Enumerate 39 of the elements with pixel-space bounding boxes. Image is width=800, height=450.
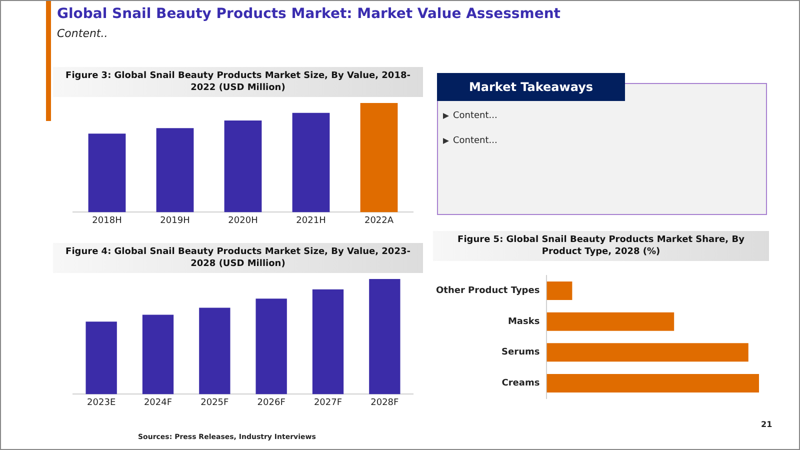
bar — [256, 298, 287, 394]
chart-title: Figure 3: Global Snail Beauty Products Market Size, By Value, 2018-2022 (USD Million) — [53, 67, 423, 97]
text: Content... — [453, 111, 498, 121]
x-tick-label: 2027F — [314, 398, 342, 408]
text: Content.. — [57, 27, 108, 40]
bar — [86, 322, 117, 394]
chart-title: Figure 4: Global Snail Beauty Products Market Size, By Value, 2023-2028 (USD Million) — [53, 243, 423, 273]
text: Market Takeaways — [437, 73, 625, 101]
chart-title: Figure 5: Global Snail Beauty Products Market Share, By Product Type, 2028 (%) — [433, 231, 769, 261]
bar — [546, 312, 674, 331]
bar — [224, 120, 262, 212]
y-tick-label: Other Product Types — [436, 286, 540, 296]
text: Content... — [453, 136, 498, 146]
bar — [360, 103, 398, 212]
bar — [142, 314, 174, 394]
x-tick-label: 2018H — [92, 216, 122, 226]
x-tick-label: 2020H — [228, 216, 258, 226]
bar — [88, 134, 126, 212]
text: 21 — [761, 420, 772, 429]
bar — [292, 112, 330, 212]
x-tick-label: 2025F — [200, 398, 229, 408]
x-tick-label: 2026F — [257, 398, 286, 408]
bar — [546, 282, 572, 300]
x-tick-label: 2024F — [144, 398, 172, 408]
bar — [369, 279, 400, 394]
bar — [546, 343, 748, 362]
x-tick-label: 2023E — [87, 398, 116, 408]
bar — [199, 308, 230, 394]
y-tick-label: Masks — [508, 316, 540, 327]
y-tick-label: Serums — [502, 348, 540, 358]
bar — [546, 374, 759, 392]
text: Global Snail Beauty Products Market: Market Value Assessment — [57, 6, 560, 22]
bar — [312, 289, 344, 394]
x-tick-label: 2019H — [160, 216, 190, 226]
x-tick-label: 2021H — [296, 216, 326, 226]
bar — [156, 128, 194, 212]
y-tick-label: Creams — [502, 378, 540, 389]
x-tick-label: 2022A — [364, 216, 394, 226]
x-tick-label: 2028F — [370, 398, 399, 408]
